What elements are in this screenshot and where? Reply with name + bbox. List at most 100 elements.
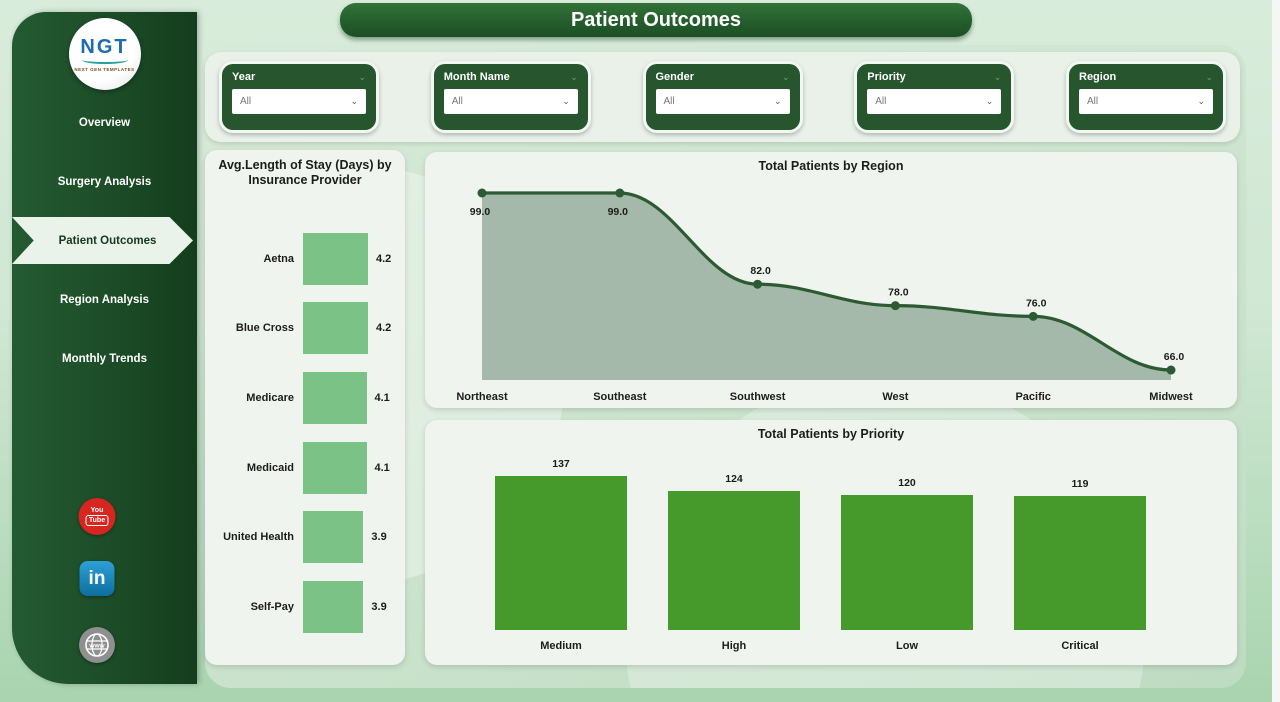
- app-logo: NGT NEXT GEN TEMPLATES: [68, 18, 141, 90]
- filter-dropdown[interactable]: All ⌄: [443, 89, 578, 114]
- sidebar-item-region-analysis[interactable]: Region Analysis: [12, 270, 197, 329]
- filter-value: All: [240, 96, 252, 107]
- chevron-down-icon: ⌄: [562, 96, 570, 106]
- region-trend-line: [482, 191, 1172, 372]
- insurance-bar-value: 3.9: [371, 600, 387, 613]
- region-data-label: 66.0: [1164, 351, 1185, 363]
- logo-text: NGT: [80, 36, 129, 58]
- chevron-down-icon[interactable]: ⌄: [781, 71, 790, 82]
- insurance-bar[interactable]: [303, 371, 367, 424]
- region-chart-title: Total Patients by Region: [758, 159, 904, 173]
- filter-dropdown[interactable]: All ⌄: [232, 89, 366, 114]
- sidebar-item-label: Region Analysis: [59, 293, 150, 306]
- region-axis-label: Midwest: [1149, 391, 1193, 403]
- sidebar-item-surgery-analysis[interactable]: Surgery Analysis: [12, 152, 197, 211]
- insurance-bar[interactable]: [303, 441, 367, 494]
- priority-bar[interactable]: [668, 490, 800, 630]
- region-data-point[interactable]: [890, 301, 900, 311]
- insurance-bar[interactable]: [303, 511, 364, 564]
- filter-label: Month Name: [443, 71, 510, 83]
- filter-card-year: Year ⌄ All ⌄: [219, 61, 379, 133]
- insurance-category-label: Medicare: [246, 391, 294, 404]
- page-title-banner: Patient Outcomes: [340, 3, 972, 37]
- region-axis-label: Northeast: [456, 391, 508, 403]
- insurance-category-label: United Health: [223, 531, 294, 544]
- region-axis-label: West: [882, 391, 908, 403]
- region-data-point[interactable]: [753, 279, 763, 289]
- filter-dropdown[interactable]: All ⌄: [1079, 89, 1213, 114]
- priority-chart-panel: Total Patients by Priority 137 Medium 124 H…: [425, 420, 1237, 665]
- insurance-bar-value: 4.2: [376, 322, 392, 335]
- filter-value: All: [875, 96, 887, 107]
- youtube-icon-text2: Tube: [85, 515, 109, 526]
- insurance-category-label: Self-Pay: [250, 600, 294, 613]
- window-edge: [1272, 0, 1280, 702]
- logo-swoosh-icon: [81, 56, 128, 64]
- priority-bar[interactable]: [495, 476, 627, 630]
- sidebar-nav: Overview Surgery Analysis Patient Outcomes…: [12, 93, 197, 388]
- insurance-category-label: Aetna: [263, 252, 294, 265]
- priority-bar[interactable]: [841, 495, 973, 630]
- insurance-bar-row: Medicaid 4.1: [205, 433, 405, 503]
- priority-bar-value: 119: [1071, 478, 1089, 491]
- linkedin-icon[interactable]: in: [79, 561, 115, 596]
- region-data-point[interactable]: [615, 188, 625, 198]
- insurance-bar-row: Self-Pay 3.9: [205, 572, 405, 642]
- priority-bar[interactable]: [1014, 496, 1146, 630]
- insurance-chart-rows: Aetna 4.2 Blue Cross 4.2 Medicare 4.1 Medicaid…: [205, 224, 405, 642]
- sidebar-item-label: Overview: [78, 116, 131, 129]
- priority-bar-value: 137: [552, 458, 570, 470]
- region-axis-label: Southeast: [593, 391, 647, 403]
- chevron-down-icon: ⌄: [773, 96, 782, 106]
- region-data-label: 99.0: [608, 206, 629, 218]
- filter-label: Priority: [867, 71, 906, 83]
- priority-category-label: Critical: [1061, 640, 1099, 652]
- insurance-chart-panel: Avg.Length of Stay (Days) by Insurance P…: [205, 150, 405, 665]
- chevron-down-icon[interactable]: ⌄: [358, 71, 366, 82]
- filter-label: Region: [1079, 71, 1117, 83]
- social-links: You Tube in www: [12, 474, 197, 684]
- sidebar-item-patient-outcomes[interactable]: Patient Outcomes: [12, 217, 193, 264]
- sidebar-item-overview[interactable]: Overview: [12, 93, 197, 152]
- region-data-point[interactable]: [477, 188, 487, 198]
- region-data-point[interactable]: [1166, 365, 1176, 375]
- priority-bar-value: 124: [725, 472, 743, 485]
- insurance-chart-title: Avg.Length of Stay (Days) by Insurance P…: [218, 158, 392, 187]
- region-data-label: 78.0: [888, 287, 909, 299]
- insurance-bar[interactable]: [303, 232, 368, 285]
- filter-dropdown[interactable]: All ⌄: [867, 89, 1002, 114]
- priority-category-label: High: [721, 640, 747, 652]
- insurance-bar-row: Aetna 4.2: [205, 224, 405, 294]
- insurance-category-label: Medicaid: [246, 461, 294, 474]
- insurance-bar[interactable]: [303, 580, 364, 633]
- insurance-category-label: Blue Cross: [235, 322, 294, 335]
- filter-label: Year: [232, 71, 256, 83]
- region-area-chart[interactable]: 99.0 Northeast 99.0 Southeast 82.0 Southwest 7…: [425, 178, 1237, 406]
- priority-category-label: Low: [896, 640, 918, 652]
- logo-subtext: NEXT GEN TEMPLATES: [74, 67, 135, 72]
- priority-bar-column: 120 Low: [841, 420, 973, 665]
- sidebar-item-monthly-trends[interactable]: Monthly Trends: [12, 329, 197, 388]
- region-axis-label: Pacific: [1015, 391, 1050, 403]
- globe-icon: www: [85, 633, 109, 657]
- region-area-fill: [482, 193, 1171, 380]
- region-data-point[interactable]: [1028, 311, 1038, 321]
- filter-card-month-name: Month Name ⌄ All ⌄: [430, 61, 591, 133]
- insurance-bar[interactable]: [303, 302, 368, 355]
- chevron-down-icon: ⌄: [985, 96, 994, 106]
- insurance-bar-value: 4.1: [374, 461, 390, 474]
- chevron-down-icon[interactable]: ⌄: [570, 71, 578, 82]
- priority-category-label: Medium: [540, 640, 582, 652]
- filter-dropdown[interactable]: All ⌄: [655, 89, 790, 114]
- chevron-down-icon: ⌄: [350, 96, 358, 106]
- linkedin-icon-text: in: [88, 567, 106, 589]
- youtube-icon[interactable]: You Tube: [78, 498, 116, 535]
- chevron-down-icon[interactable]: ⌄: [993, 71, 1002, 82]
- region-data-label: 76.0: [1026, 297, 1047, 309]
- svg-text:www: www: [88, 643, 105, 650]
- chevron-down-icon[interactable]: ⌄: [1205, 71, 1213, 82]
- website-icon[interactable]: www: [79, 627, 115, 663]
- sidebar-item-label: Monthly Trends: [62, 352, 147, 365]
- insurance-bar-row: Medicare 4.1: [205, 363, 405, 433]
- priority-bar-column: 137 Medium: [495, 420, 627, 665]
